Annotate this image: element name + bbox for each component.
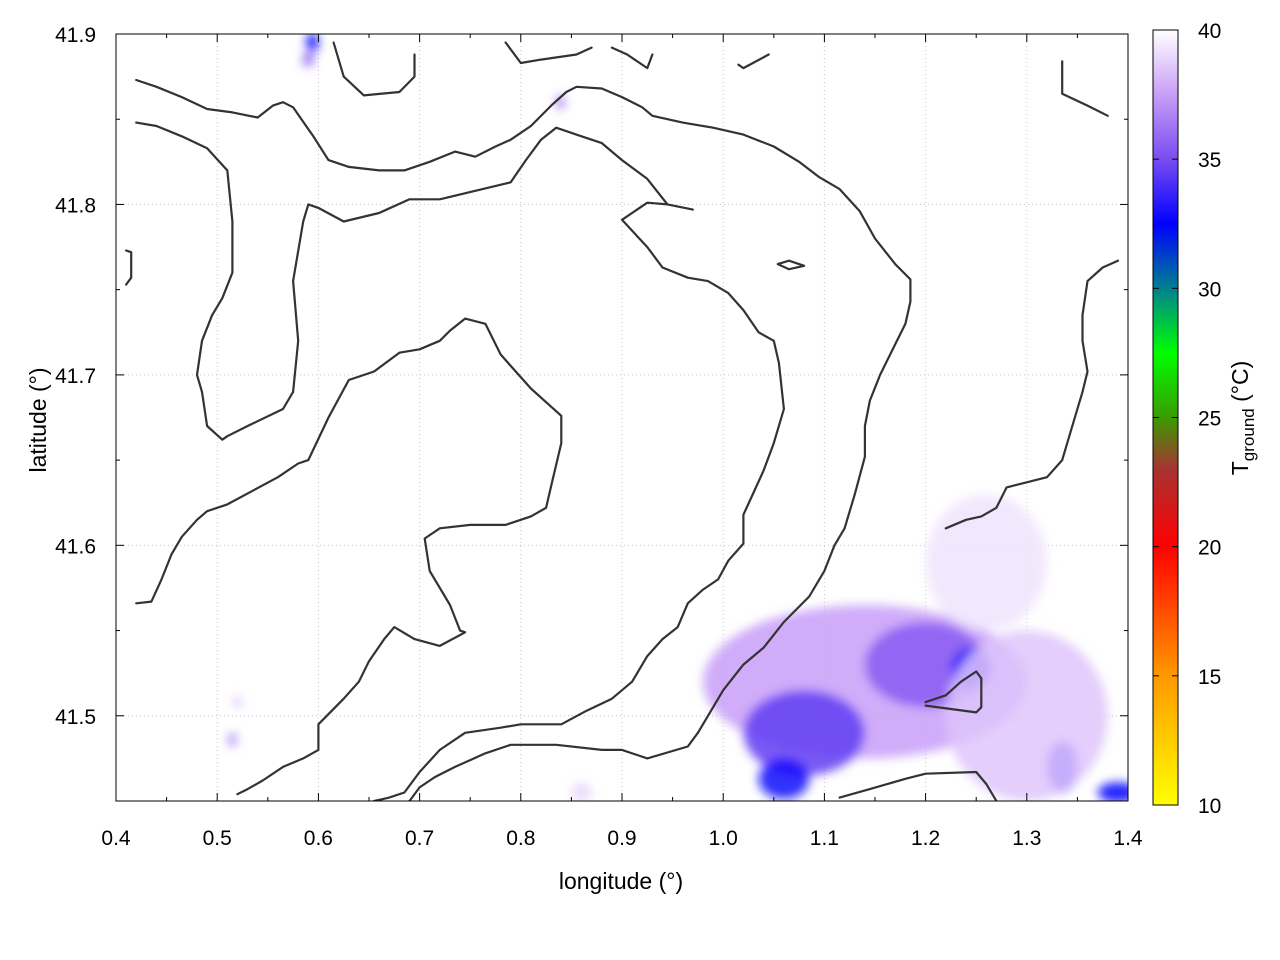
contour-line (135, 121, 786, 801)
heat-cell (571, 782, 592, 801)
x-axis-label: longitude (°) (559, 868, 683, 894)
colorbar-tick-label: 35 (1198, 149, 1221, 172)
contour-line (135, 78, 912, 801)
colorbar-tick-label: 25 (1198, 408, 1221, 431)
y-tick-label: 41.8 (55, 194, 96, 217)
x-tick-label: 0.8 (506, 827, 535, 850)
y-tick-label: 41.9 (55, 24, 96, 47)
contour-line (838, 770, 998, 801)
contour-line (504, 41, 593, 65)
contour-line (135, 317, 563, 796)
y-axis-label: latitude (°) (25, 367, 51, 472)
contour-line (924, 670, 983, 714)
x-tick-label: 0.5 (203, 827, 232, 850)
colorbar-label-main: T (1227, 461, 1253, 475)
contour-line (776, 259, 806, 271)
y-tick-label: 41.7 (55, 365, 96, 388)
heat-cell (945, 630, 1108, 801)
x-tick-label: 1.1 (810, 827, 839, 850)
contour-line (610, 46, 654, 70)
x-tick-label: 1.0 (709, 827, 738, 850)
colorbar-tick-label: 20 (1198, 537, 1221, 560)
heat-cell (302, 52, 315, 67)
x-tick-label: 0.7 (405, 827, 434, 850)
heat-cell (233, 697, 242, 708)
colorbar-label-unit: (°C) (1227, 361, 1253, 409)
contour-layer (124, 41, 1120, 801)
heat-cell (758, 758, 810, 800)
colorbar-tick-label: 15 (1198, 666, 1221, 689)
heatmap-layer (228, 34, 1128, 801)
colorbar-ticks: 10 15 20 25 30 35 40 (1153, 20, 1221, 818)
heat-cell (925, 494, 1048, 631)
x-tick-label: 1.4 (1113, 827, 1143, 850)
x-tick-label: 1.2 (911, 827, 940, 850)
x-tick-label: 1.3 (1012, 827, 1041, 850)
contour-line (944, 259, 1120, 530)
colorbar-label-sub: ground (1239, 408, 1258, 461)
colorbar-label: Tground (°C) (1227, 361, 1258, 476)
contour-line (124, 249, 133, 286)
contour-line (1061, 60, 1109, 117)
heat-cell (743, 690, 865, 776)
heat-cell (1097, 782, 1128, 801)
contour-line (737, 53, 770, 70)
heat-cell (306, 34, 319, 53)
x-tick-label: 0.9 (607, 827, 636, 850)
y-tick-label: 41.5 (55, 706, 96, 729)
y-tick-label: 41.6 (55, 535, 96, 558)
x-tick-label: 0.4 (101, 827, 131, 850)
colorbar-tick-label: 40 (1198, 20, 1221, 43)
colorbar-tick-label: 30 (1198, 278, 1221, 301)
colorbar-tick-label: 10 (1198, 795, 1221, 818)
x-tick-label: 0.6 (304, 827, 333, 850)
axis-ticks: 0.4 0.5 0.6 0.7 0.8 0.9 1.0 1.1 1.2 1.3 1.4 41.5 41.… (55, 24, 1143, 850)
contour-line (332, 41, 416, 97)
heat-cell (228, 732, 237, 747)
